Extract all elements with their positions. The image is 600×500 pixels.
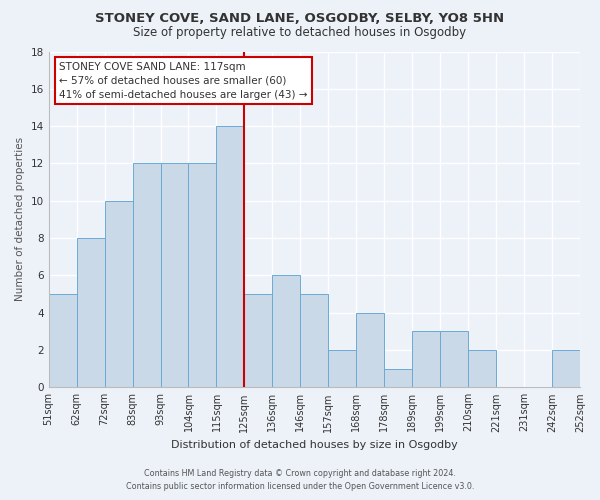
Bar <box>552 350 580 388</box>
Text: Size of property relative to detached houses in Osgodby: Size of property relative to detached ho… <box>133 26 467 39</box>
Bar <box>244 294 272 388</box>
Text: Contains HM Land Registry data © Crown copyright and database right 2024.
Contai: Contains HM Land Registry data © Crown c… <box>126 470 474 491</box>
Bar <box>217 126 244 388</box>
Bar <box>301 294 328 388</box>
Bar <box>440 332 468 388</box>
Bar <box>356 312 384 388</box>
Bar <box>468 350 496 388</box>
Y-axis label: Number of detached properties: Number of detached properties <box>15 138 25 302</box>
Bar <box>328 350 356 388</box>
Bar <box>133 164 161 388</box>
X-axis label: Distribution of detached houses by size in Osgodby: Distribution of detached houses by size … <box>171 440 458 450</box>
Bar <box>104 200 133 388</box>
Bar <box>272 276 301 388</box>
Text: STONEY COVE, SAND LANE, OSGODBY, SELBY, YO8 5HN: STONEY COVE, SAND LANE, OSGODBY, SELBY, … <box>95 12 505 26</box>
Bar <box>384 368 412 388</box>
Bar <box>49 294 77 388</box>
Bar <box>188 164 217 388</box>
Bar <box>412 332 440 388</box>
Bar <box>161 164 188 388</box>
Bar <box>77 238 104 388</box>
Text: STONEY COVE SAND LANE: 117sqm
← 57% of detached houses are smaller (60)
41% of s: STONEY COVE SAND LANE: 117sqm ← 57% of d… <box>59 62 308 100</box>
